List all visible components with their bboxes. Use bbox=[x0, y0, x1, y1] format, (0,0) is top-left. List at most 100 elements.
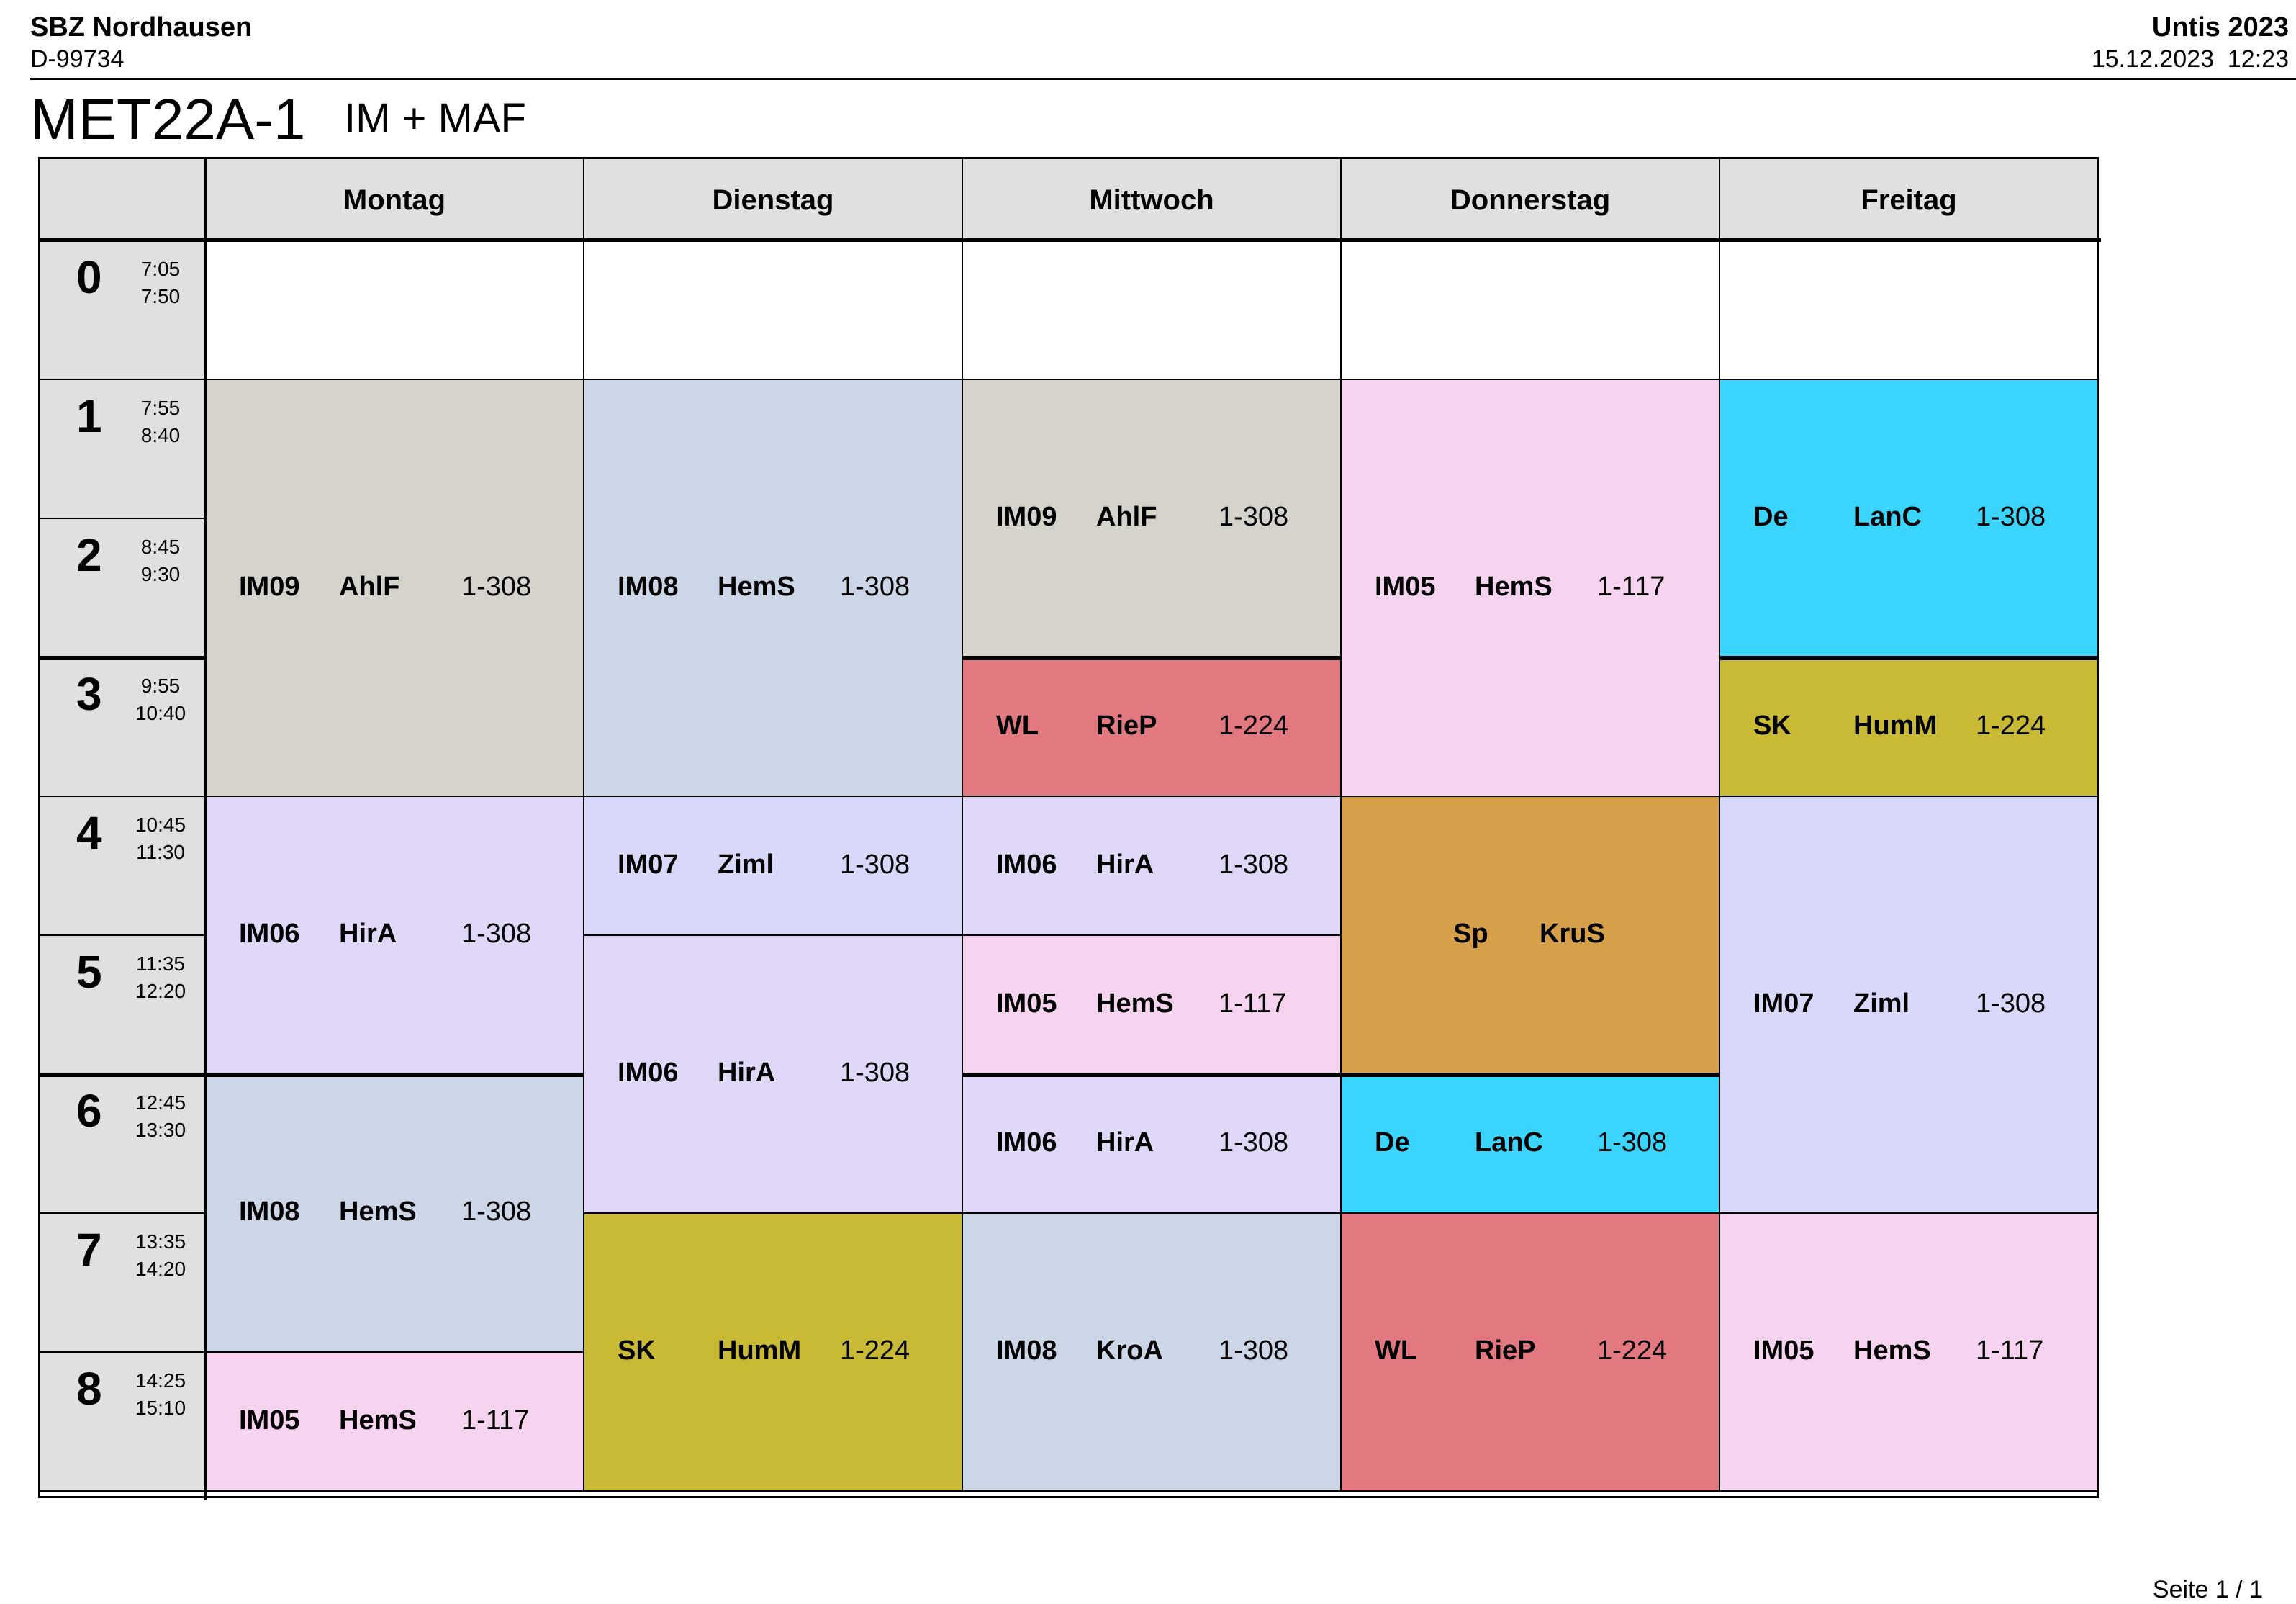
lesson-room: 1-308 bbox=[840, 1058, 910, 1088]
lesson-block[interactable]: IM05 HemS 1-117 bbox=[1720, 1214, 2099, 1492]
lesson-teacher: HemS bbox=[1096, 988, 1174, 1019]
lesson-block[interactable]: WL RieP 1-224 bbox=[963, 658, 1342, 797]
period-end: 13:30 bbox=[135, 1119, 186, 1141]
lesson-subject: WL bbox=[1375, 1335, 1418, 1366]
lesson-subject: IM05 bbox=[1375, 571, 1436, 602]
lesson-teacher: Ziml bbox=[1853, 988, 1910, 1019]
lesson-block[interactable]: IM06 HirA 1-308 bbox=[963, 1075, 1342, 1214]
lesson-room: 1-224 bbox=[840, 1335, 910, 1366]
period-number: 0 bbox=[76, 251, 102, 303]
lesson-subject: De bbox=[1375, 1127, 1410, 1158]
lesson-info: De LanC 1-308 bbox=[1342, 1127, 1719, 1161]
period-start: 11:35 bbox=[136, 952, 185, 975]
lesson-teacher: HemS bbox=[1853, 1335, 1931, 1366]
lesson-block[interactable]: IM07 Ziml 1-308 bbox=[1720, 797, 2099, 1214]
lesson-room: 1-308 bbox=[1219, 1335, 1289, 1366]
lesson-info: IM05 HemS 1-117 bbox=[206, 1405, 583, 1438]
lesson-room: 1-308 bbox=[1597, 1127, 1668, 1158]
lesson-info: IM05 HemS 1-117 bbox=[963, 988, 1340, 1022]
lesson-info: IM07 Ziml 1-308 bbox=[584, 850, 962, 883]
period-label: 7 13:35 14:20 bbox=[40, 1214, 206, 1353]
lesson-block[interactable]: IM06 HirA 1-308 bbox=[206, 797, 584, 1075]
lesson-block[interactable]: IM09 AhlF 1-308 bbox=[206, 380, 584, 797]
lesson-info: IM06 HirA 1-308 bbox=[963, 1127, 1340, 1161]
lesson-teacher: HirA bbox=[339, 919, 397, 949]
period-times: 13:35 14:20 bbox=[121, 1228, 200, 1283]
software-version: Untis 2023 bbox=[2151, 12, 2289, 42]
lesson-block[interactable]: IM09 AhlF 1-308 bbox=[963, 380, 1342, 658]
lesson-block[interactable]: IM05 HemS 1-117 bbox=[206, 1353, 584, 1492]
lesson-teacher: HemS bbox=[339, 1197, 417, 1227]
lesson-subject: WL bbox=[996, 710, 1039, 741]
lesson-info: IM06 HirA 1-308 bbox=[206, 919, 583, 952]
day-header-2: Mittwoch bbox=[963, 159, 1342, 241]
break-line bbox=[1342, 1073, 1720, 1077]
lesson-info: IM05 HemS 1-117 bbox=[1342, 572, 1719, 605]
lesson-subject: IM08 bbox=[618, 571, 679, 602]
lesson-block[interactable]: SK HumM 1-224 bbox=[1720, 658, 2099, 797]
lesson-teacher: LanC bbox=[1475, 1127, 1543, 1158]
lesson-block[interactable]: SK HumM 1-224 bbox=[584, 1214, 963, 1492]
lesson-teacher: HemS bbox=[339, 1405, 417, 1436]
lesson-subject: IM05 bbox=[1753, 1335, 1814, 1366]
lesson-block[interactable]: De LanC 1-308 bbox=[1720, 380, 2099, 658]
lesson-teacher: HirA bbox=[1096, 1127, 1154, 1158]
lesson-block[interactable]: WL RieP 1-224 bbox=[1342, 1214, 1720, 1492]
break-line bbox=[40, 1073, 206, 1077]
lesson-info: IM09 AhlF 1-308 bbox=[963, 502, 1340, 535]
header-separator bbox=[40, 238, 2101, 242]
lesson-room: 1-117 bbox=[1597, 571, 1665, 602]
period-end: 14:20 bbox=[135, 1258, 186, 1280]
lesson-block[interactable]: De LanC 1-308 bbox=[1342, 1075, 1720, 1214]
lesson-info: IM07 Ziml 1-308 bbox=[1720, 988, 2097, 1022]
period-times: 7:05 7:50 bbox=[121, 256, 200, 310]
empty-slot bbox=[1720, 241, 2099, 380]
lesson-block[interactable]: IM08 HemS 1-308 bbox=[206, 1075, 584, 1353]
period-end: 12:20 bbox=[135, 980, 186, 1002]
lesson-subject: IM07 bbox=[618, 849, 679, 880]
lesson-room: 1-308 bbox=[1976, 988, 2046, 1019]
lesson-block[interactable]: IM05 HemS 1-117 bbox=[963, 936, 1342, 1075]
period-column-separator bbox=[204, 159, 207, 1500]
lesson-info: Sp KruS bbox=[1342, 919, 1719, 952]
period-number: 4 bbox=[76, 807, 102, 859]
period-start: 7:55 bbox=[140, 397, 181, 419]
lesson-subject: IM05 bbox=[996, 988, 1057, 1019]
lesson-room: 1-308 bbox=[1219, 849, 1289, 880]
lesson-room: 1-308 bbox=[461, 571, 532, 602]
period-times: 12:45 13:30 bbox=[121, 1089, 200, 1144]
period-start: 10:45 bbox=[135, 814, 186, 836]
class-subtitle: IM + MAF bbox=[344, 95, 526, 142]
period-label: 0 7:05 7:50 bbox=[40, 241, 206, 380]
period-label: 2 8:45 9:30 bbox=[40, 519, 206, 658]
lesson-block[interactable]: IM07 Ziml 1-308 bbox=[584, 797, 963, 936]
lesson-info: IM06 HirA 1-308 bbox=[963, 850, 1340, 883]
period-number: 7 bbox=[76, 1224, 102, 1276]
lesson-subject: De bbox=[1753, 502, 1789, 532]
lesson-info: De LanC 1-308 bbox=[1720, 502, 2097, 535]
lesson-block[interactable]: IM08 KroA 1-308 bbox=[963, 1214, 1342, 1492]
lesson-block[interactable]: IM05 HemS 1-117 bbox=[1342, 380, 1720, 797]
class-title: MET22A-1 bbox=[30, 87, 306, 151]
lesson-block[interactable]: IM06 HirA 1-308 bbox=[963, 797, 1342, 936]
lesson-info: WL RieP 1-224 bbox=[1342, 1335, 1719, 1369]
day-header-1: Dienstag bbox=[584, 159, 963, 241]
lesson-block[interactable]: IM08 HemS 1-308 bbox=[584, 380, 963, 797]
lesson-room: 1-224 bbox=[1976, 710, 2046, 741]
period-end: 10:40 bbox=[135, 702, 186, 724]
period-number: 5 bbox=[76, 946, 102, 998]
lesson-room: 1-308 bbox=[1219, 1127, 1289, 1158]
lesson-subject: SK bbox=[1753, 710, 1791, 741]
period-end: 9:30 bbox=[140, 563, 181, 585]
period-times: 9:55 10:40 bbox=[121, 672, 200, 727]
period-start: 9:55 bbox=[140, 675, 181, 697]
lesson-block[interactable]: IM06 HirA 1-308 bbox=[584, 936, 963, 1214]
lesson-teacher: HemS bbox=[718, 571, 795, 602]
lesson-subject: IM08 bbox=[996, 1335, 1057, 1366]
empty-slot bbox=[1342, 241, 1720, 380]
lesson-room: 1-117 bbox=[1219, 988, 1287, 1019]
lesson-teacher: AhlF bbox=[339, 571, 400, 602]
lesson-info: IM06 HirA 1-308 bbox=[584, 1058, 962, 1091]
lesson-teacher: HemS bbox=[1475, 571, 1552, 602]
lesson-block[interactable]: Sp KruS bbox=[1342, 797, 1720, 1075]
